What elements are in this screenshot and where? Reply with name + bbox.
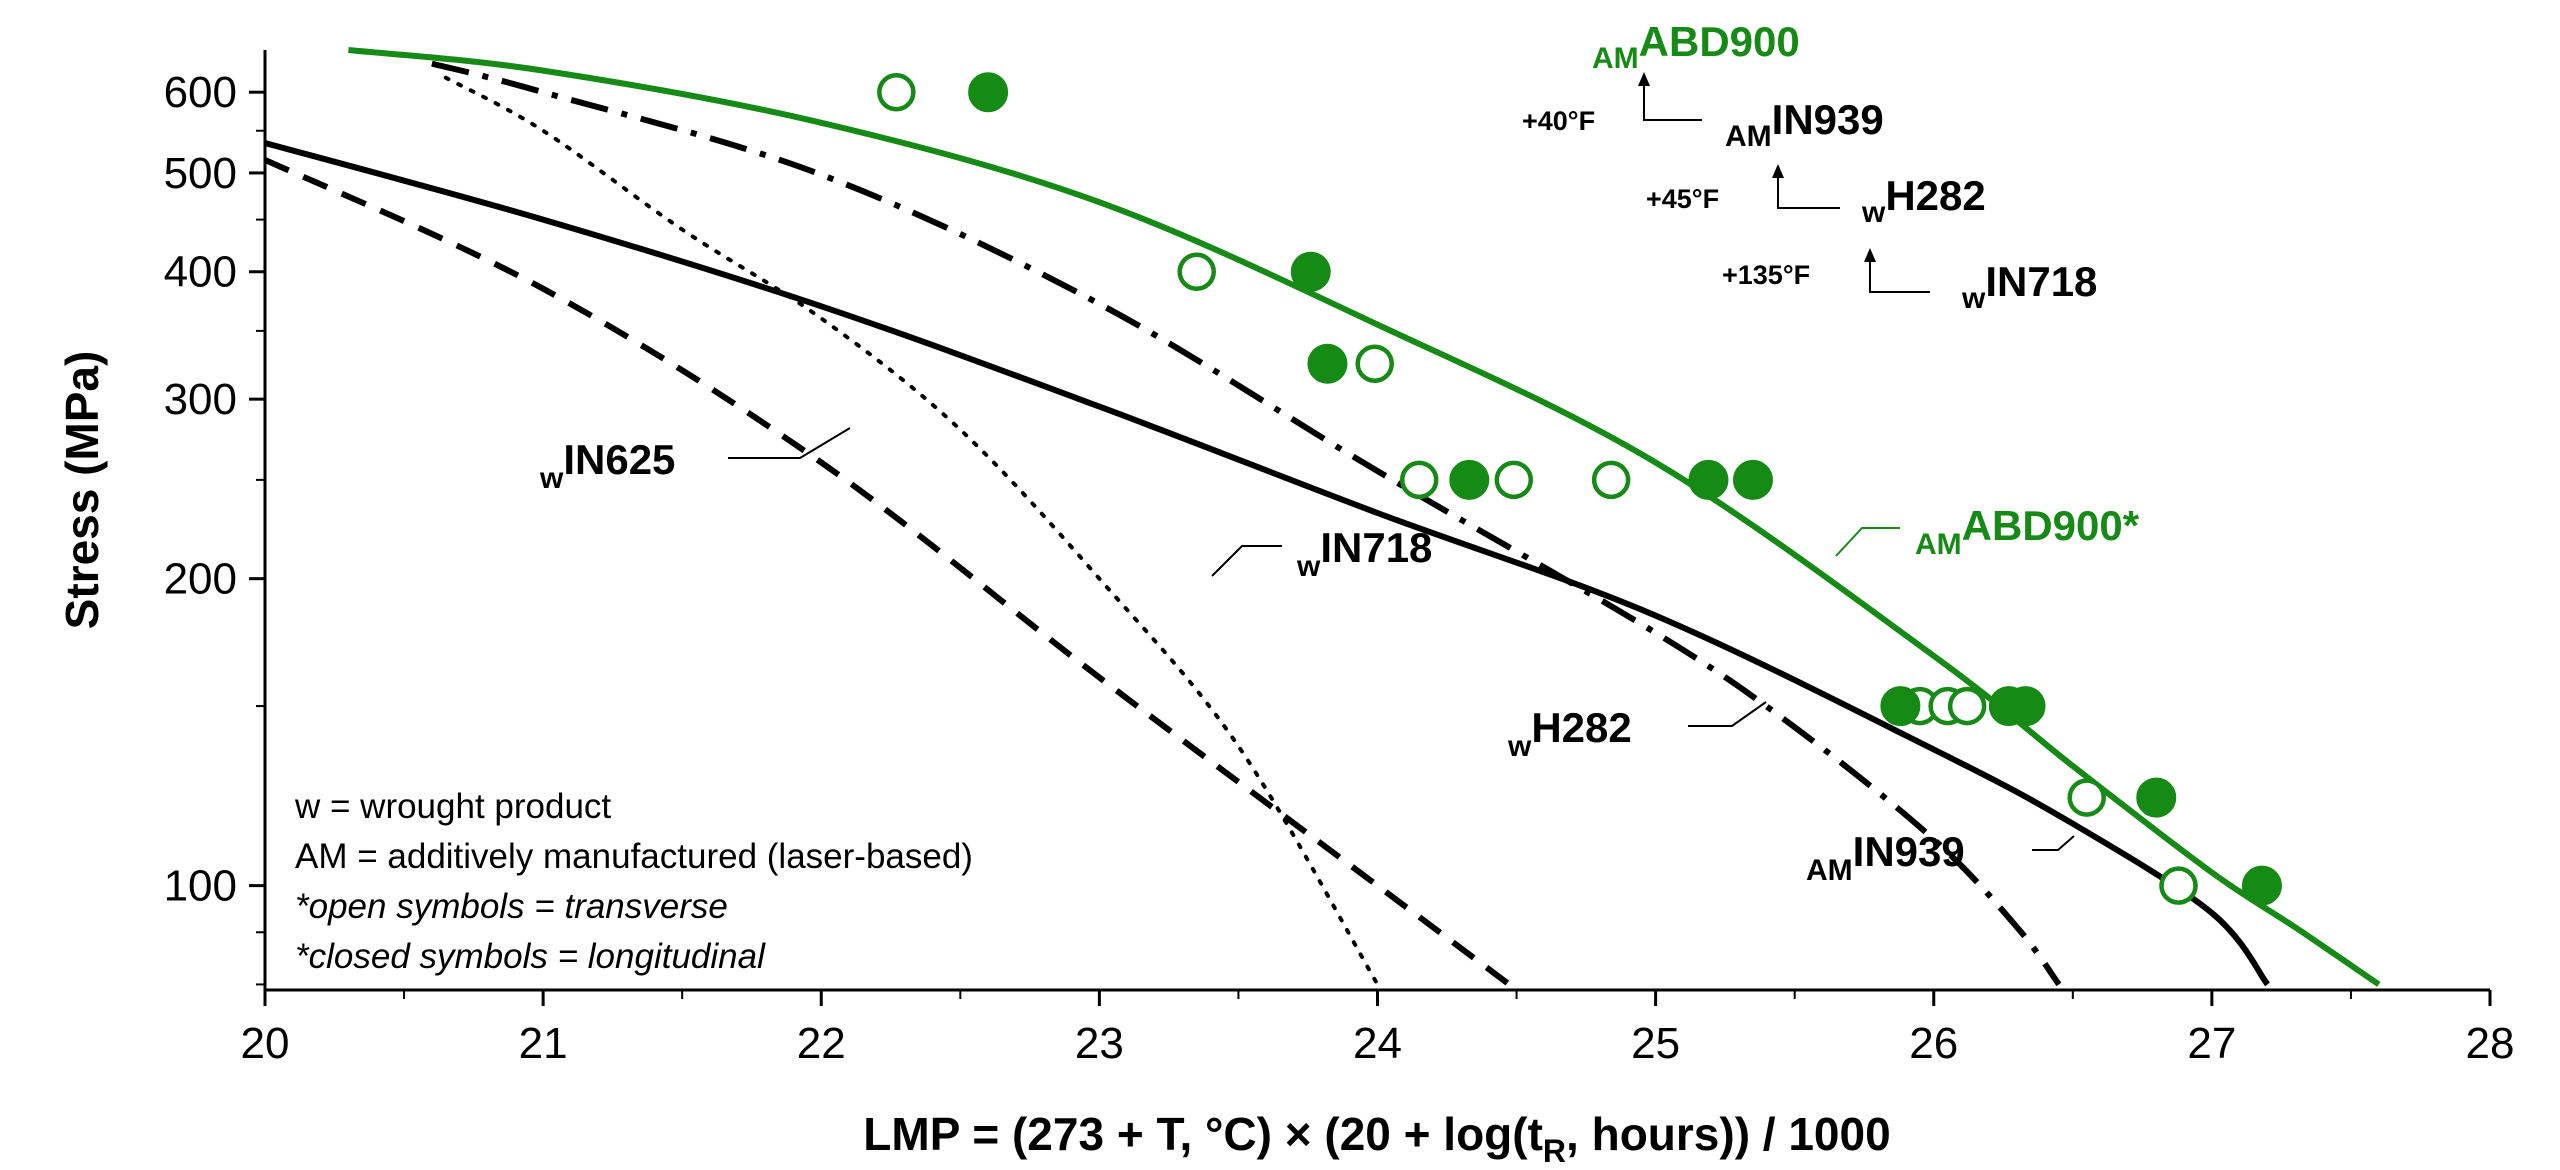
- ladder-abd900: AMABD900: [1592, 18, 1800, 75]
- y-axis-title: Stress (MPa): [56, 351, 108, 630]
- axes: 20 21 22 23 24 25 26 27 28 100 200 300 400 500 600: [164, 50, 2515, 1068]
- y-tick-label: 200: [164, 555, 237, 604]
- in718-leader: [1211, 545, 1282, 577]
- legend-notes: w = wrought product AM = additively manu…: [294, 787, 973, 976]
- closed-marker: [2241, 865, 2282, 906]
- open-marker: [1399, 460, 1439, 500]
- ladder-arrow-1: [1638, 72, 1650, 86]
- open-marker: [1177, 252, 1216, 291]
- y-tick-label: 600: [164, 68, 237, 117]
- curve-in625: [265, 157, 1519, 990]
- open-marker: [1494, 460, 1534, 500]
- in939-leader: [2032, 835, 2075, 851]
- y-axis-ticks: 100 200 300 400 500 600: [164, 68, 265, 986]
- y-tick-label: 300: [164, 375, 237, 424]
- curve-in939: [431, 60, 2062, 987]
- x-tick-label: 28: [2466, 1019, 2515, 1068]
- ladder-delta-40: +40°F: [1522, 106, 1595, 136]
- x-axis-ticks: 20 21 22 23 24 25 26 27 28: [241, 990, 2515, 1068]
- open-marker: [877, 72, 916, 112]
- legend-note-open: *open symbols = transverse: [295, 887, 728, 926]
- y-tick-label: 100: [164, 862, 237, 911]
- x-tick-label: 23: [1075, 1019, 1124, 1068]
- x-tick-label: 26: [1909, 1019, 1958, 1068]
- y-tick-label: 400: [164, 248, 237, 297]
- ladder-step-1: [1643, 80, 1702, 121]
- ladder-in718: wIN718: [1961, 258, 2097, 315]
- series-curves: [265, 47, 2381, 990]
- y-tick-label: 500: [164, 149, 237, 198]
- open-marker: [1355, 344, 1394, 383]
- closed-marker: [1732, 459, 1773, 500]
- closed-marker: [2136, 777, 2177, 818]
- ladder-arrow-3: [1864, 248, 1876, 262]
- curve-h282: [265, 140, 2270, 987]
- in625-leader: [728, 427, 851, 459]
- closed-marker: [1449, 459, 1490, 500]
- ladder-step-3: [1869, 256, 1930, 293]
- legend-note-closed: *closed symbols = longitudinal: [295, 937, 766, 976]
- in939-label: AMIN939: [1806, 828, 1965, 887]
- curve-abd900: [348, 47, 2381, 987]
- open-marker: [1591, 460, 1631, 500]
- ladder-h282: wH282: [1861, 172, 1986, 229]
- temperature-ladder: AMABD900 +40°F AMIN939 +45°F wH282 +135°…: [1522, 18, 2097, 315]
- data-markers: [877, 72, 2282, 906]
- open-marker: [1947, 686, 1987, 726]
- closed-marker: [2005, 686, 2046, 727]
- ladder-delta-45: +45°F: [1646, 184, 1719, 214]
- ladder-step-2: [1777, 172, 1840, 209]
- in718-label: wIN718: [1296, 524, 1432, 583]
- h282-leader: [1688, 701, 1767, 727]
- closed-marker: [1307, 343, 1348, 384]
- x-tick-label: 24: [1353, 1019, 1402, 1068]
- open-marker: [2159, 866, 2198, 905]
- ladder-in939: AMIN939: [1725, 96, 1884, 153]
- curve-in718: [443, 75, 1380, 987]
- x-tick-label: 25: [1631, 1019, 1680, 1068]
- legend-note-wrought: w = wrought product: [294, 787, 611, 826]
- abd900-leader: [1835, 527, 1900, 557]
- x-tick-label: 20: [241, 1019, 290, 1068]
- label-leader-lines: [728, 427, 2075, 851]
- legend-note-am: AM = additively manufactured (laser-base…: [295, 837, 973, 876]
- in625-label: wIN625: [539, 436, 675, 495]
- ladder-delta-135: +135°F: [1722, 260, 1810, 290]
- closed-marker: [1880, 686, 1921, 727]
- h282-label: wH282: [1507, 704, 1632, 763]
- x-tick-label: 27: [2187, 1019, 2236, 1068]
- x-tick-label: 21: [519, 1019, 568, 1068]
- x-tick-label: 22: [797, 1019, 846, 1068]
- x-axis-title: LMP = (273 + T, °C) × (20 + log(tR, hour…: [863, 1108, 1890, 1169]
- closed-marker: [1688, 459, 1729, 500]
- abd900-label: AMABD900*: [1915, 502, 2140, 561]
- open-marker: [2067, 778, 2106, 817]
- closed-marker: [968, 72, 1009, 113]
- ladder-arrow-2: [1772, 164, 1784, 178]
- closed-marker: [1290, 251, 1331, 292]
